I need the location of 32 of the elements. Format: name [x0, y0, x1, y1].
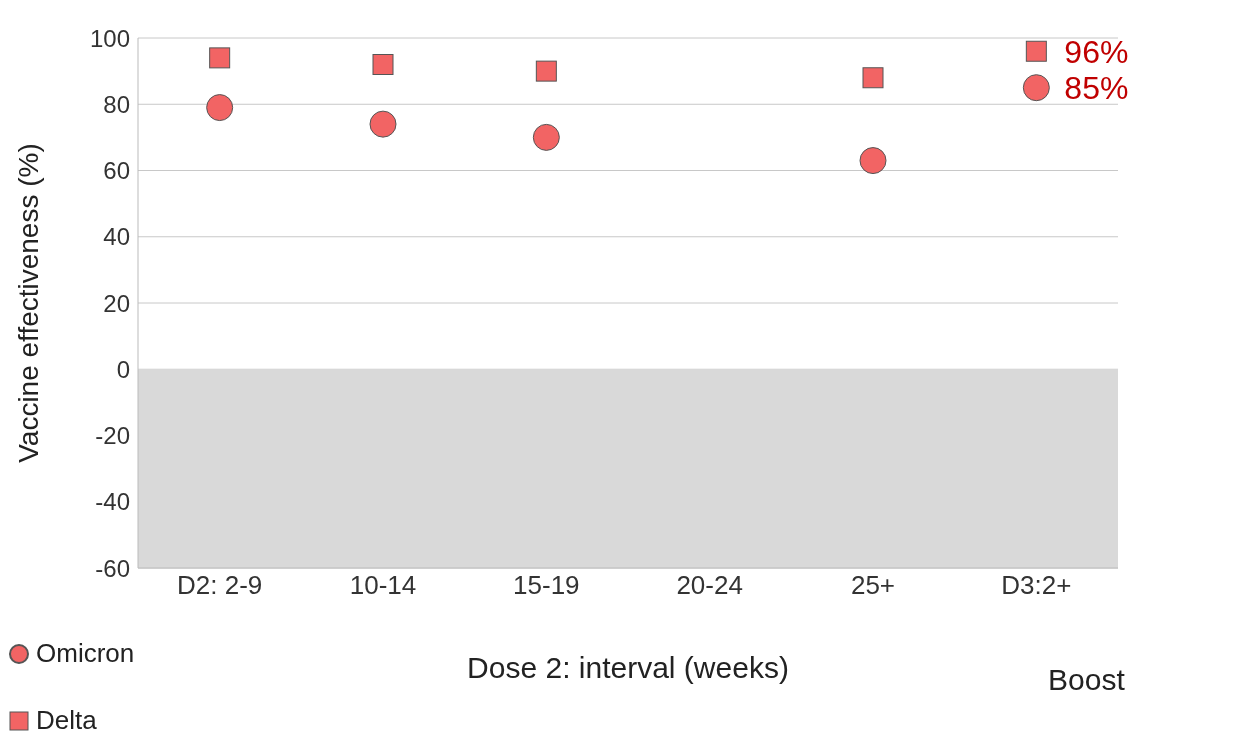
- point: [369, 110, 397, 138]
- x-tick-label: D3:2+: [1001, 570, 1072, 601]
- point: [532, 123, 560, 151]
- legend-label: Delta: [36, 705, 97, 736]
- y-tick-label: 60: [103, 157, 130, 185]
- legend-label: Omicron: [36, 638, 135, 669]
- y-tick-label: -60: [95, 554, 130, 582]
- y-tick-label: -40: [95, 488, 130, 516]
- y-tick-label: 80: [103, 90, 130, 118]
- y-axis-title: Vaccine effectiveness (%): [12, 143, 44, 463]
- point: [209, 47, 231, 69]
- annotation: 85%: [1064, 70, 1129, 107]
- y-tick-label: 40: [103, 223, 130, 251]
- text: Boost: [1048, 663, 1125, 697]
- x-axis-title: Dose 2: interval (weeks): [467, 651, 789, 684]
- y-tick-label: -20: [95, 422, 130, 450]
- x-tick-label: 10-14: [349, 570, 417, 601]
- x-tick-label: 25+: [850, 570, 896, 601]
- point: [206, 94, 234, 122]
- point: [1025, 40, 1047, 62]
- y-tick-label: 0: [116, 355, 130, 383]
- annotation: 96%: [1064, 33, 1129, 70]
- point: [535, 60, 557, 82]
- x-tick-label: 15-19: [513, 570, 580, 601]
- x-tick-label: 20-24: [676, 570, 743, 601]
- point: [862, 67, 884, 89]
- y-tick-label: 20: [103, 289, 130, 317]
- point: [859, 147, 887, 175]
- point: [1022, 74, 1050, 102]
- y-tick-label: 100: [89, 24, 130, 52]
- point: [372, 54, 394, 75]
- x-tick-label: D2: 2-9: [177, 570, 263, 601]
